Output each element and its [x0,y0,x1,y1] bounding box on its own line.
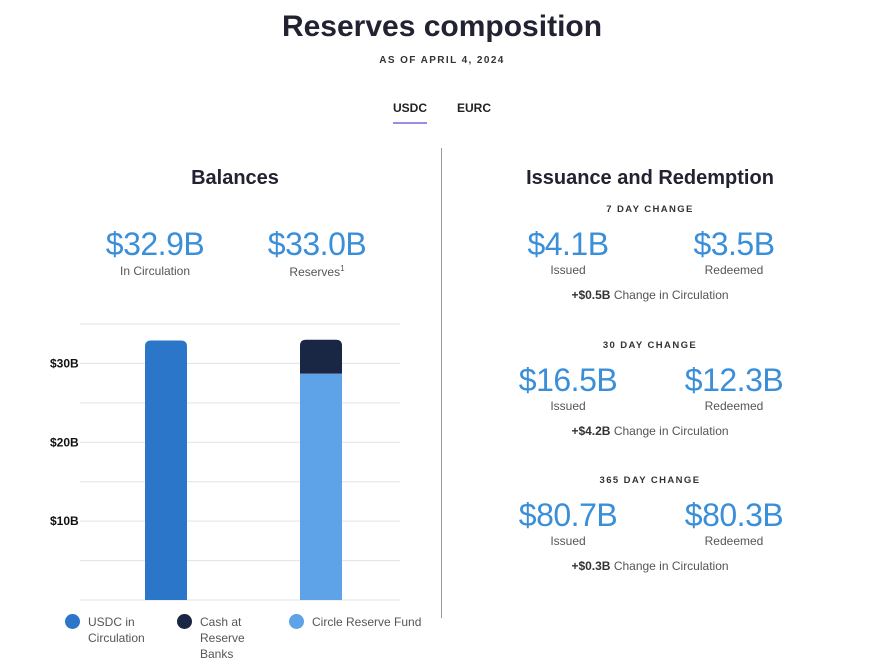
legend-swatch-fund [289,614,304,629]
period-heading: 365 DAY CHANGE [599,475,701,486]
issued-label: Issued [550,534,586,548]
issued-value: $80.7B [518,497,618,533]
tab-eurc[interactable]: EURC [457,101,492,115]
legend-label: Circle Reserve Fund [312,615,422,629]
y-tick-label: $20B [50,435,79,449]
balances-title: Balances [191,167,279,189]
reserves-value: $33.0B [267,226,367,262]
tab-usdc[interactable]: USDC [393,101,428,124]
redeemed-label: Redeemed [704,399,764,413]
period-heading: 30 DAY CHANGE [602,340,698,351]
redeemed-label: Redeemed [704,534,764,548]
y-tick-label: $10B [50,514,79,528]
legend-label: USDC in Circulation [88,615,145,645]
redeemed-value: $80.3B [684,497,784,533]
reserves-label: Reserves1 [289,264,345,279]
legend-swatch-cash [177,614,192,629]
circulation-label: In Circulation [119,264,191,278]
redeemed-value: $12.3B [684,362,784,398]
issued-value: $4.1B [527,226,609,262]
legend-swatch-circulation [65,614,80,629]
issued-label: Issued [550,399,586,413]
circulation-change: +$0.5B Change in Circulation [571,288,729,302]
redeemed-label: Redeemed [704,263,764,277]
period-heading: 7 DAY CHANGE [606,204,694,215]
issuance-title: Issuance and Redemption [526,167,774,189]
circulation-value: $32.9B [105,226,205,262]
balances-chart: $10B $20B $30B [50,323,400,601]
bar-cash-at-reserve-banks [300,339,342,374]
legend-label: Cash at Reserve Banks [200,615,245,661]
as-of-date: AS OF APRIL 4, 2024 [379,55,505,66]
y-tick-label: $30B [50,356,79,370]
circulation-change: +$4.2B Change in Circulation [571,424,729,438]
footnote-marker[interactable]: 1 [340,264,345,273]
bar-circle-reserve-fund [300,373,342,600]
circulation-change: +$0.3B Change in Circulation [571,559,729,573]
issued-label: Issued [550,263,586,277]
redeemed-value: $3.5B [693,226,775,262]
bar-usdc-in-circulation [145,340,187,600]
issued-value: $16.5B [518,362,618,398]
page-title: Reserves composition [281,10,603,43]
divider [441,148,442,618]
